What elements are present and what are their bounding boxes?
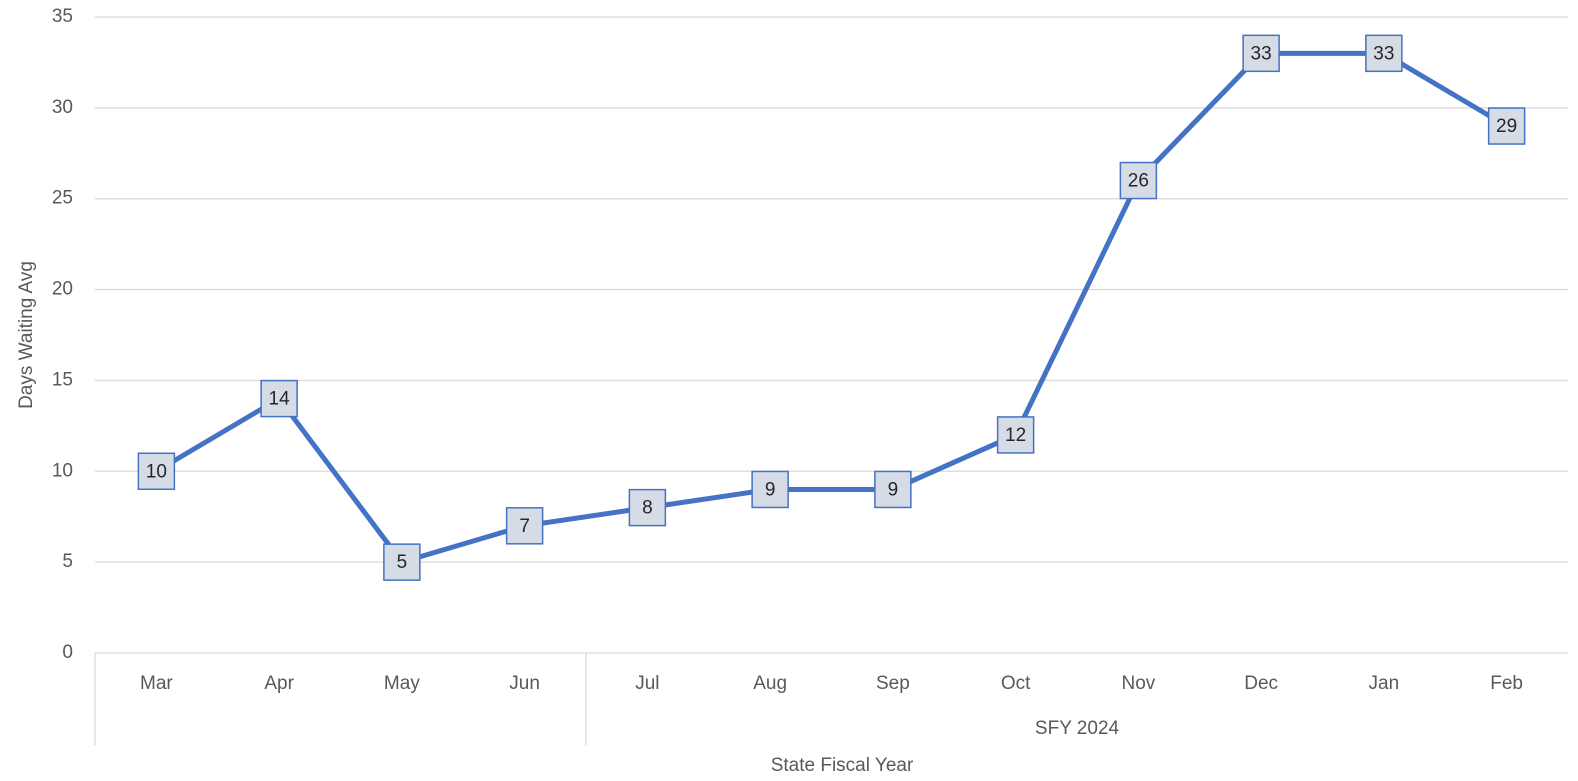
data-label: 9 (888, 479, 899, 500)
y-axis-title: Days Waiting Avg (16, 261, 37, 409)
y-tick-label: 15 (52, 369, 73, 390)
data-label-box (628, 488, 667, 527)
data-label-box (874, 470, 912, 509)
x-axis-title: State Fiscal Year (771, 755, 914, 776)
data-label-box (1242, 34, 1280, 73)
data-label: 33 (1373, 43, 1394, 64)
series-line (155, 50, 1508, 565)
data-label-box (996, 416, 1035, 454)
y-tick-label: 35 (52, 6, 73, 27)
x-tick-label: Jun (509, 673, 540, 694)
data-label: 8 (642, 498, 653, 519)
data-label: 5 (397, 552, 408, 573)
data-label-box (505, 507, 544, 545)
data-label: 10 (146, 461, 167, 482)
data-label-box (751, 470, 789, 509)
y-tick-label: 5 (62, 551, 73, 572)
x-tick-label: Oct (1001, 673, 1031, 694)
data-label-box (1119, 161, 1158, 200)
y-tick-label: 10 (52, 460, 73, 481)
x-tick-label: Sep (876, 673, 910, 694)
x-tick-label: Apr (264, 673, 294, 694)
x-tick-label: Mar (140, 673, 173, 694)
data-label: 12 (1005, 425, 1026, 446)
data-label: 26 (1128, 171, 1149, 192)
x-tick-label: Dec (1244, 673, 1278, 694)
data-label-box (1365, 34, 1403, 73)
data-label: 29 (1496, 116, 1517, 137)
data-label: 9 (765, 479, 776, 500)
group-label: SFY 2024 (1035, 718, 1120, 739)
x-tick-label: Aug (753, 673, 787, 694)
y-tick-label: 25 (52, 188, 73, 209)
data-label: 14 (269, 389, 291, 410)
y-tick-label: 20 (52, 279, 73, 300)
data-label-box (1487, 107, 1526, 145)
x-tick-label: Feb (1490, 673, 1523, 694)
data-label-box (137, 452, 176, 491)
data-label: 7 (519, 516, 530, 537)
x-tick-label: May (384, 673, 420, 694)
y-tick-label: 0 (62, 642, 73, 663)
data-label-box (383, 543, 421, 581)
data-label-box (260, 379, 298, 418)
data-label: 33 (1251, 43, 1272, 64)
y-tick-label: 30 (52, 97, 73, 118)
x-tick-label: Jan (1369, 673, 1400, 694)
x-tick-label: Jul (635, 673, 659, 694)
x-tick-label: Nov (1121, 673, 1155, 694)
